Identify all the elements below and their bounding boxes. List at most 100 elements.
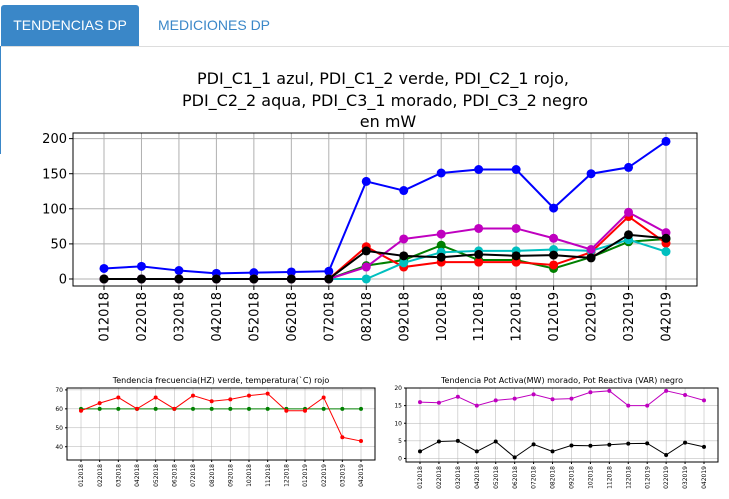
chart-1-series-1-point <box>79 408 83 413</box>
chart-0-series-3-point <box>399 258 409 268</box>
chart-2-series-1-point <box>664 452 669 457</box>
chart-1-xtick-label: 122018 <box>283 464 290 487</box>
chart-1-series-0-point <box>97 406 102 411</box>
chart-2-xtick-label: 012018 <box>417 466 424 489</box>
chart-1-ytick-label: 70 <box>55 387 63 394</box>
chart-1-xtick-label: 102018 <box>246 464 253 487</box>
chart-2-xtick-label: 122018 <box>625 466 632 489</box>
chart-0-xtick-label: 012019 <box>547 292 562 342</box>
chart-1-series-0-point <box>340 406 345 411</box>
main-chart-title: PDI_C1_1 azul, PDI_C1_2 verde, PDI_C2_1 … <box>182 69 588 131</box>
chart-1-series-0-point <box>247 406 251 411</box>
chart-2-series-1-point <box>418 449 422 454</box>
chart-1-xtick-label: 012018 <box>78 464 85 487</box>
chart-1-series-0-point <box>116 406 121 411</box>
chart-2-ytick-label: 15 <box>394 403 402 410</box>
main-chart-title-line-2: PDI_C2_2 aqua, PDI_C3_1 morado, PDI_C3_2… <box>182 91 588 111</box>
chart-2-series-0-point <box>436 400 441 405</box>
chart-0-xtick-label: 112018 <box>472 292 487 342</box>
chart-2-xtick-label: 052018 <box>493 466 500 489</box>
chart-0-series-4-point <box>624 207 634 217</box>
main-chart-title-line-3: en mW <box>360 112 417 131</box>
chart-0-series-4-point <box>399 234 409 244</box>
chart-2-series-0-point <box>645 403 650 408</box>
chart-2-series-0-point <box>512 396 517 401</box>
chart-2-series-1-point <box>645 441 650 446</box>
chart-2-series-1-point <box>436 439 441 444</box>
chart-0-series-0-point <box>399 186 409 196</box>
chart-1-xtick-label: 032018 <box>115 464 122 487</box>
chart-2-ytick-label: 20 <box>394 385 402 392</box>
chart-0-series-5-point <box>661 233 671 243</box>
chart-0-series-3-point <box>661 247 671 257</box>
chart-0-series-5-point <box>586 253 596 263</box>
chart-0-series-0-point <box>286 267 296 277</box>
chart-2-xtick-label: 072018 <box>531 466 538 489</box>
chart-0-series-0-point <box>136 261 146 271</box>
tab-mediciones-dp[interactable]: MEDICIONES DP <box>158 17 271 33</box>
chart-1-series-0-point <box>153 406 158 411</box>
chart-1-series-1-point <box>284 408 289 413</box>
chart-1-series-1-point <box>321 395 326 400</box>
chart-0-xtick-label: 022018 <box>135 292 150 342</box>
chart-2-xtick-label: 032019 <box>682 466 689 489</box>
chart-1-series-1-point <box>97 401 102 406</box>
chart-1-xtick-label: 042019 <box>358 464 365 487</box>
chart-0-series-0-point <box>324 266 334 276</box>
chart-1-series-1-point <box>135 406 139 411</box>
panel-border <box>0 46 1 154</box>
chart-2-xtick-label: 012019 <box>644 466 651 489</box>
chart-2-series-line-0 <box>419 390 705 407</box>
chart-0-series-5-point <box>286 274 296 284</box>
chart-0-series-2-point <box>511 257 521 267</box>
chart-0-series-0-point <box>361 176 371 186</box>
chart-0-plot: 0 50 100 150 200 012018 022018 032018 042018 0520… <box>42 132 698 342</box>
tab-tendencias-dp[interactable]: TENDENCIAS DP <box>1 5 139 46</box>
chart-0-series-2-point <box>549 260 559 270</box>
chart-0-series-4-point <box>586 245 596 255</box>
chart-2-series-0-point <box>550 397 555 402</box>
chart-2-xtick-label: 022018 <box>436 466 443 489</box>
chart-2-xtick-label: 042018 <box>474 466 481 489</box>
chart-0-series-5-point <box>399 251 409 261</box>
chart-0-xtick-label: 122018 <box>510 292 525 342</box>
chart-0-series-5-point <box>624 230 634 240</box>
chart-2-xtick-label: 082018 <box>550 466 557 489</box>
chart-2-series-1-point <box>474 449 479 454</box>
chart-0-xtick-label: 032018 <box>172 292 187 342</box>
chart-0-ytick-label: 100 <box>42 202 67 217</box>
chart-1-series-0-point <box>209 406 214 411</box>
chart-1-series-0-point <box>265 406 270 411</box>
chart-1-xtick-label: 012019 <box>302 464 309 487</box>
chart-2-xtick-label: 112018 <box>606 466 613 489</box>
chart-1-series-1-point <box>359 439 363 444</box>
chart-2-series-1-point <box>588 443 593 448</box>
chart-2-xtick-label: 102018 <box>588 466 595 489</box>
chart-1-frame <box>66 387 376 461</box>
chart-0-series-5-point <box>549 250 559 260</box>
chart-2-ytick-label: 10 <box>394 420 402 427</box>
chart-2-series-0-point <box>569 396 574 401</box>
chart-0-series-4-point <box>474 223 484 233</box>
chart-0-series-5-point <box>511 251 521 261</box>
chart-2-series-1-point <box>550 449 555 454</box>
chart-1-series-line-1 <box>80 393 362 442</box>
chart-2-series-line-1 <box>419 440 705 459</box>
main-chart-title-line-1: PDI_C1_1 azul, PDI_C1_2 verde, PDI_C2_1 … <box>197 69 569 89</box>
chart-1-series-1-point <box>172 406 177 411</box>
chart-2-series-0-point <box>588 390 593 395</box>
chart-1-xtick-label: 072018 <box>190 464 197 487</box>
chart-0-xtick-label: 022019 <box>585 292 600 342</box>
chart-0-series-5-point <box>99 274 109 284</box>
chart-0-series-5-point <box>174 274 184 284</box>
chart-0-xtick-label: 102018 <box>435 292 450 342</box>
chart-0-series-4-point <box>361 262 371 272</box>
chart-2-series-0-point <box>455 394 460 399</box>
chart-2-series-1-point <box>683 440 688 445</box>
chart-1-plot: 40 50 60 70 012018 022018 032018 042018 052018 06… <box>55 387 376 487</box>
chart-0-series-0-point <box>586 169 596 179</box>
chart-1-xtick-label: 082018 <box>209 464 216 487</box>
chart-0-series-5-point <box>249 274 259 284</box>
chart-2-series-1-point <box>702 444 706 449</box>
chart-1-series-1-point <box>303 408 307 413</box>
